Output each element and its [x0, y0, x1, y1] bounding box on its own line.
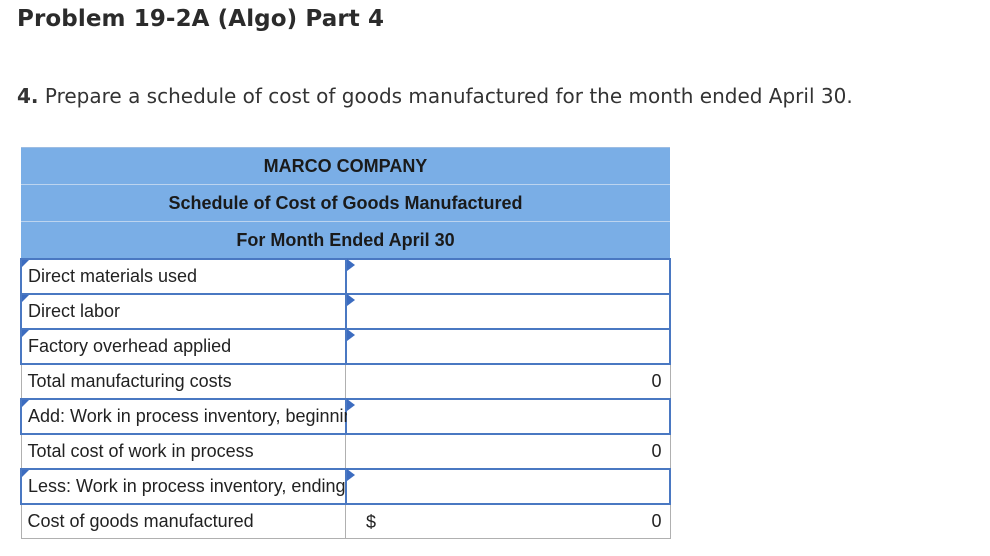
value-cogm: $0 [345, 503, 671, 539]
report-period: For Month Ended April 30 [21, 221, 670, 260]
table-row: Less: Work in process inventory, ending [20, 468, 671, 505]
label-cell-total-wip: Total cost of work in process [20, 433, 346, 470]
instruction-text: Prepare a schedule of cost of goods manu… [38, 84, 853, 108]
input-direct-materials[interactable] [344, 258, 671, 295]
dropdown-marker-icon [22, 330, 29, 337]
row-value: 0 [651, 371, 662, 391]
input-marker-icon [346, 469, 362, 481]
table-row: Add: Work in process inventory, beginnin… [20, 398, 671, 435]
label-cell-factory-overhead[interactable]: Factory overhead applied [20, 328, 347, 365]
dropdown-marker-icon [22, 470, 29, 477]
input-marker-icon [346, 259, 362, 271]
label-cell-direct-materials[interactable]: Direct materials used [20, 258, 347, 295]
row-label: Less: Work in process inventory, ending [28, 476, 346, 496]
row-label: Direct labor [28, 301, 121, 321]
dollar-sign: $ [366, 512, 377, 532]
company-name: MARCO COMPANY [21, 147, 670, 185]
label-cell-wip-beginning[interactable]: Add: Work in process inventory, beginnin… [20, 398, 364, 435]
instruction-number: 4. [17, 84, 39, 108]
row-label: Total manufacturing costs [27, 371, 232, 391]
label-cell-wip-ending[interactable]: Less: Work in process inventory, ending [20, 468, 347, 505]
dropdown-marker-icon [22, 260, 29, 267]
instruction: 4. Prepare a schedule of cost of goods m… [17, 84, 853, 108]
input-direct-labor[interactable] [344, 293, 671, 330]
cogm-schedule-table: MARCO COMPANY Schedule of Cost of Goods … [20, 147, 671, 539]
row-label: Total cost of work in process [27, 441, 254, 461]
row-value: 0 [651, 511, 662, 531]
table-row: Total manufacturing costs 0 [20, 363, 671, 400]
row-label: Cost of goods manufactured [27, 511, 254, 531]
input-marker-icon [346, 329, 362, 341]
input-marker-icon [346, 294, 362, 306]
dropdown-marker-icon [22, 295, 29, 302]
input-wip-beginning[interactable] [344, 398, 671, 435]
row-label: Add: Work in process inventory, beginnin… [28, 406, 364, 426]
table-row: Direct labor [20, 293, 671, 330]
label-cell-total-manufacturing: Total manufacturing costs [20, 363, 346, 400]
row-label: Factory overhead applied [28, 336, 232, 356]
label-cell-direct-labor[interactable]: Direct labor [20, 293, 347, 330]
value-total-wip: 0 [345, 433, 671, 470]
page-title: Problem 19-2A (Algo) Part 4 [17, 6, 385, 32]
input-wip-ending[interactable] [344, 468, 671, 505]
report-name: Schedule of Cost of Goods Manufactured [21, 184, 670, 222]
row-value: 0 [651, 441, 662, 461]
label-cell-cogm: Cost of goods manufactured [20, 503, 346, 539]
dropdown-marker-icon [22, 400, 29, 407]
table-row: Total cost of work in process 0 [20, 433, 671, 470]
input-marker-icon [346, 399, 362, 411]
table-row: Cost of goods manufactured $0 [20, 503, 671, 539]
table-row: Direct materials used [20, 258, 671, 295]
table-row: Factory overhead applied [20, 328, 671, 365]
value-total-manufacturing: 0 [345, 363, 671, 400]
input-factory-overhead[interactable] [344, 328, 671, 365]
row-label: Direct materials used [28, 266, 198, 286]
